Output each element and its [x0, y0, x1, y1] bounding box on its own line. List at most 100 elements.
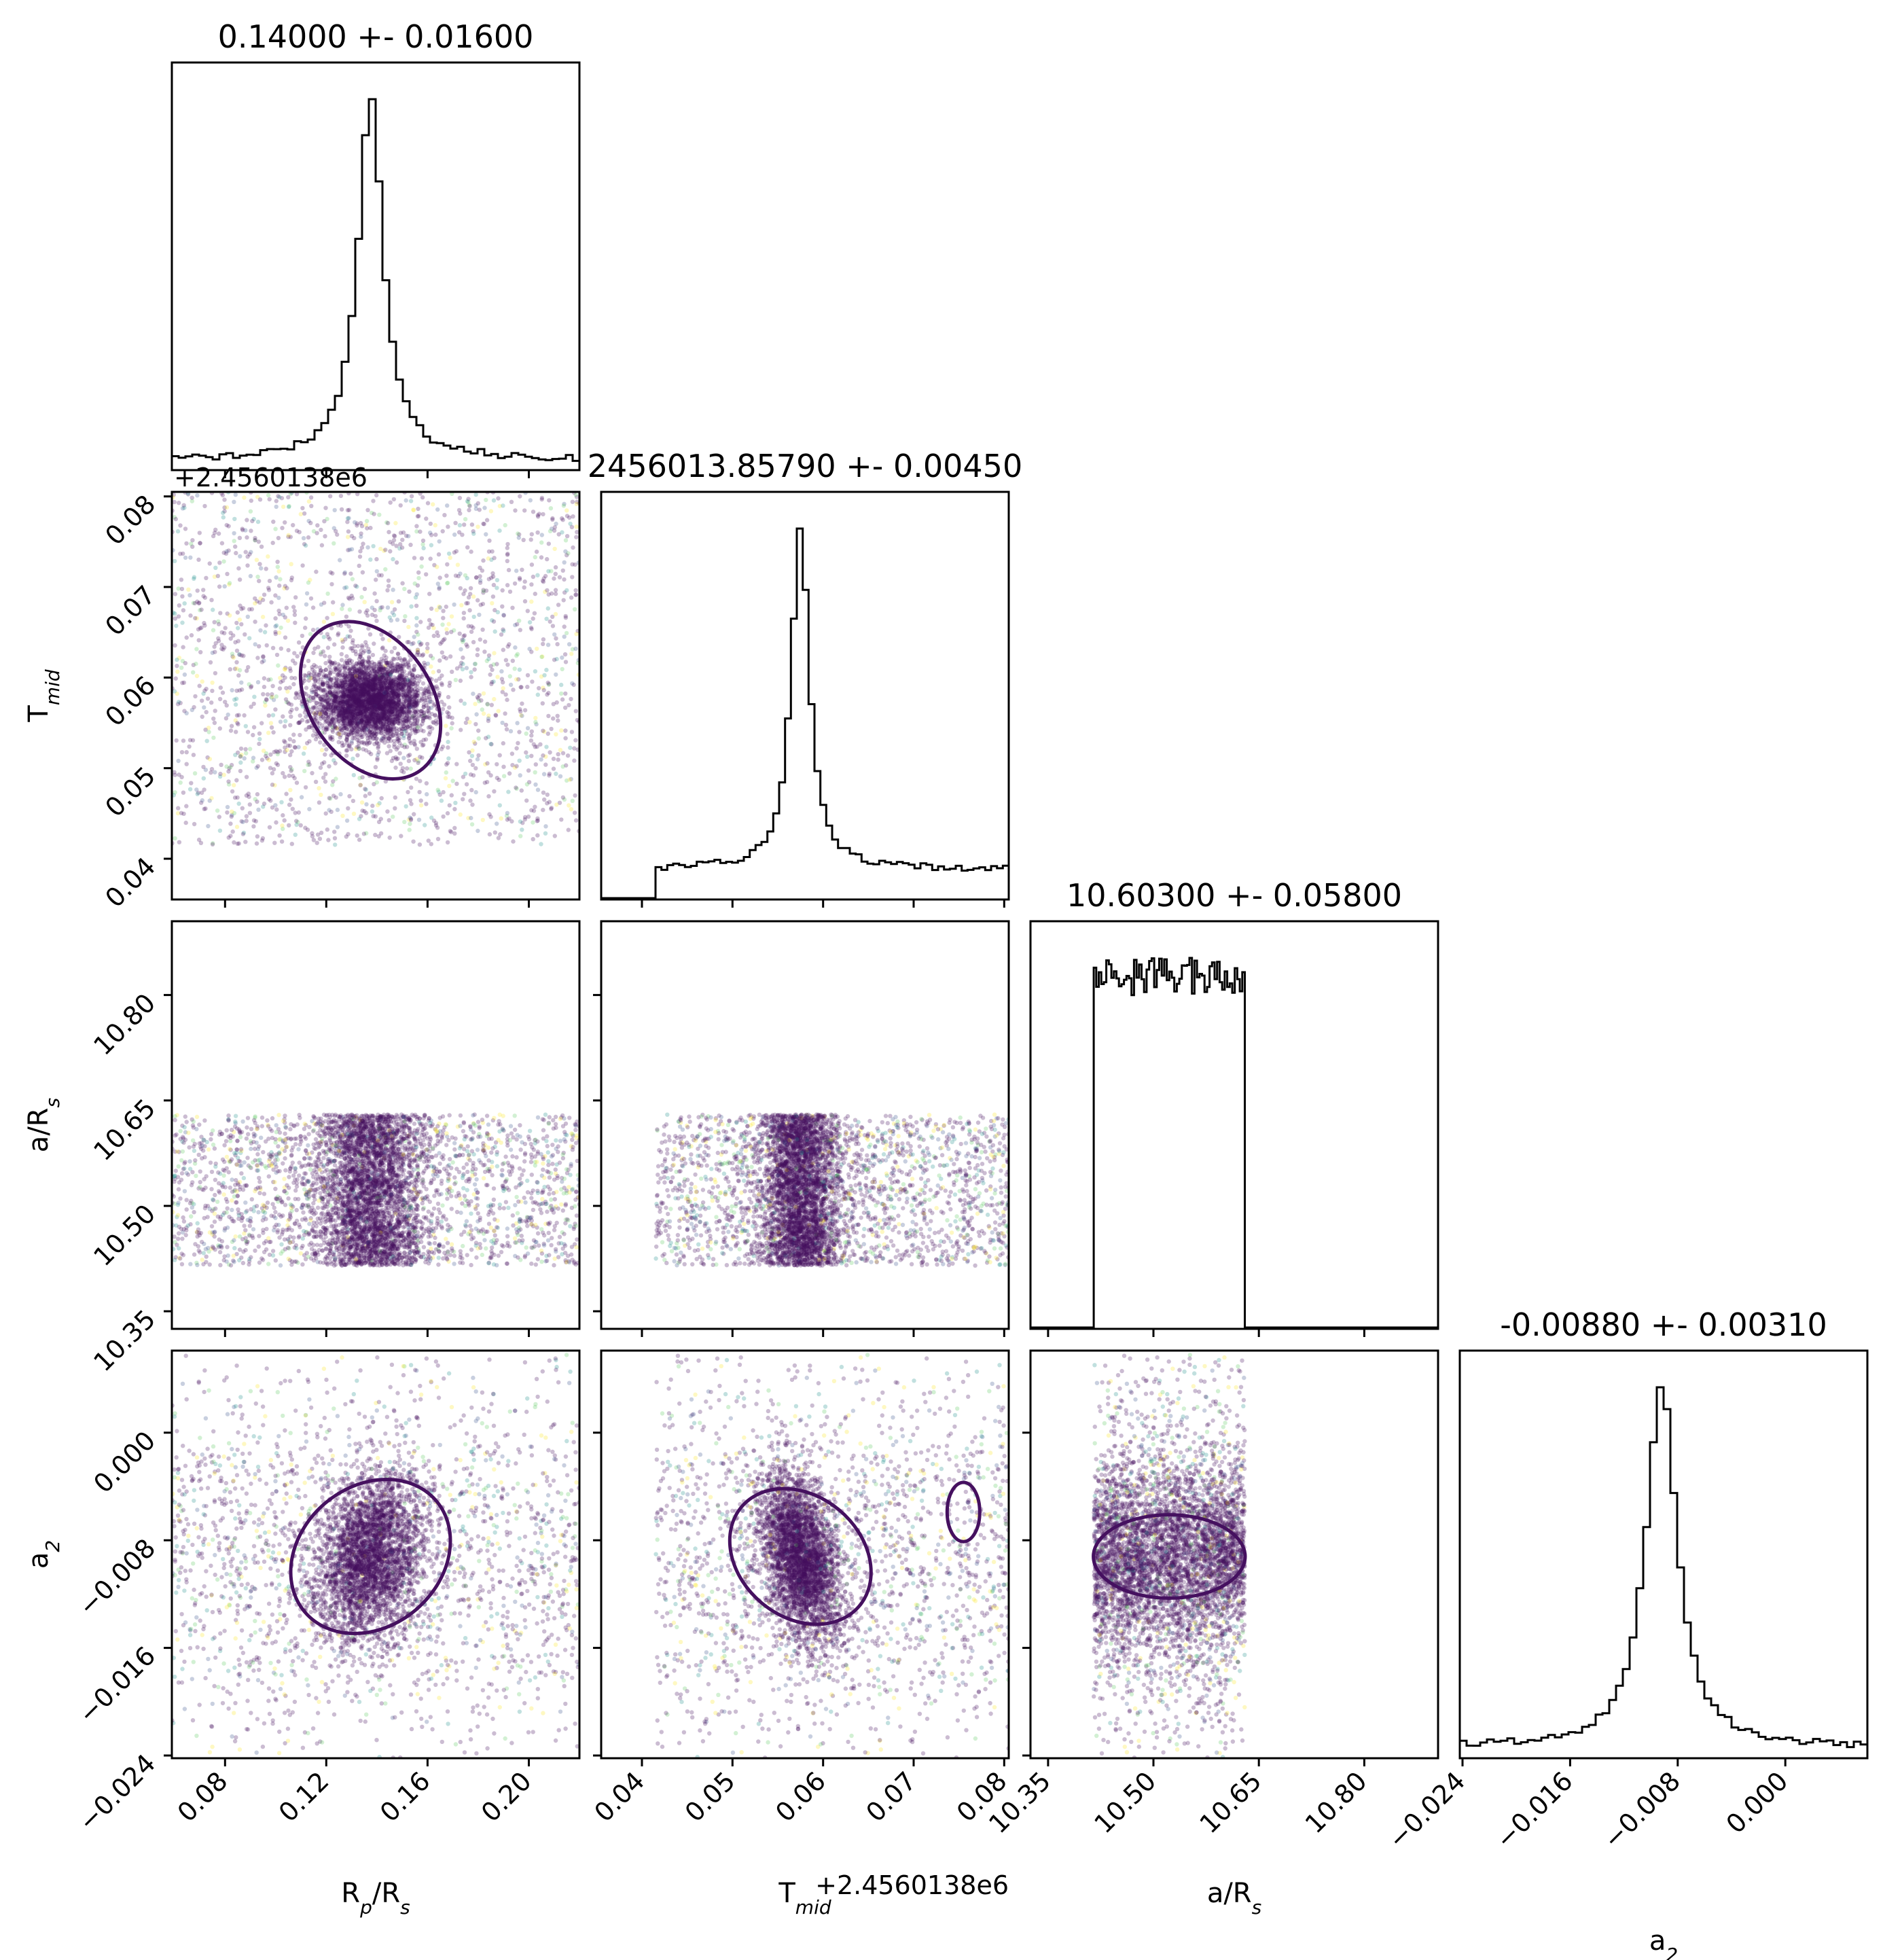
scatter-point [331, 694, 336, 698]
scatter-point [240, 527, 245, 531]
scatter-point [389, 705, 393, 711]
scatter-point [334, 705, 338, 709]
scatter-point [574, 535, 579, 539]
scatter-point [573, 793, 577, 798]
scatter-point [445, 840, 450, 845]
scatter-point [356, 692, 361, 697]
scatter-point [337, 713, 342, 718]
scatter-point [176, 614, 181, 619]
scatter-point [492, 607, 497, 613]
scatter-point [234, 550, 238, 556]
scatter-point [365, 613, 370, 618]
scatter-point [457, 522, 463, 528]
scatter-point [309, 503, 314, 508]
scatter-point [353, 698, 359, 702]
scatter-point [406, 789, 410, 795]
scatter-point [210, 688, 215, 694]
scatter-point [381, 709, 386, 715]
scatter-point [347, 689, 352, 694]
scatter-point [314, 686, 319, 692]
scatter-point [242, 495, 247, 500]
scatter-point [541, 637, 546, 642]
scatter-point [563, 549, 568, 554]
scatter-point [179, 665, 184, 670]
scatter-point [347, 548, 352, 552]
scatter-point [376, 717, 381, 722]
scatter-point [414, 629, 419, 635]
scatter-point [350, 674, 355, 679]
scatter-point [330, 737, 335, 742]
scatter-point [375, 752, 380, 758]
scatter-point [351, 679, 356, 685]
scatter-point [247, 747, 253, 751]
scatter-point [217, 584, 222, 589]
scatter-point [307, 739, 312, 744]
scatter-point [367, 684, 372, 689]
scatter-point [334, 717, 338, 721]
scatter-point [529, 733, 534, 738]
scatter-point [207, 730, 211, 734]
scatter-point [524, 798, 529, 803]
scatter-point [178, 552, 183, 556]
scatter-point [347, 794, 352, 799]
scatter-point [459, 603, 464, 607]
scatter-point [334, 795, 338, 800]
scatter-point [383, 690, 388, 694]
scatter-point [551, 756, 556, 762]
scatter-point [488, 672, 492, 677]
scatter-point [375, 695, 380, 700]
scatter-point [569, 595, 574, 600]
scatter-point [554, 636, 558, 641]
scatter-point [255, 791, 260, 797]
scatter-point [236, 801, 241, 806]
scatter-point [344, 709, 349, 713]
scatter-point [183, 555, 188, 560]
scatter-point [184, 635, 189, 640]
scatter-point [332, 642, 337, 647]
scatter-point [310, 706, 315, 711]
scatter-point [421, 737, 426, 743]
scatter-point [389, 677, 393, 682]
scatter-point [347, 688, 353, 692]
scatter-point [397, 681, 403, 686]
scatter-point [342, 716, 346, 721]
scatter-point [338, 623, 344, 628]
scatter-point [321, 635, 326, 639]
scatter-point [469, 787, 474, 793]
scatter-point [200, 798, 204, 803]
scatter-point [288, 723, 293, 728]
scatter-point [525, 673, 531, 678]
scatter-point [476, 524, 480, 529]
scatter-point [347, 721, 353, 726]
scatter-point [330, 571, 335, 576]
scatter-point [338, 698, 344, 704]
scatter-point [380, 671, 386, 675]
scatter-point [365, 681, 371, 686]
scatter-point [240, 832, 246, 836]
scatter-point [266, 797, 272, 802]
scatter-point [373, 688, 378, 692]
scatter-point [332, 666, 338, 671]
scatter-point [387, 681, 393, 686]
scatter-point [411, 699, 416, 704]
scatter-point [230, 688, 234, 693]
scatter-point [308, 495, 314, 500]
scatter-point [284, 791, 289, 796]
scatter-point [397, 635, 401, 639]
scatter-point [249, 607, 254, 611]
scatter-point [531, 742, 536, 747]
scatter-point [268, 721, 274, 726]
scatter-point [297, 720, 302, 726]
scatter-point [533, 719, 538, 725]
scatter-point [328, 736, 333, 741]
scatter-point [274, 504, 279, 510]
scatter-point [353, 679, 358, 683]
scatter-point [346, 706, 351, 711]
scatter-point [558, 774, 563, 779]
scatter-point [338, 684, 342, 690]
scatter-point [319, 747, 325, 753]
scatter-point [418, 620, 423, 624]
scatter-point [262, 676, 267, 681]
scatter-point [514, 677, 519, 682]
scatter-point [354, 661, 359, 666]
